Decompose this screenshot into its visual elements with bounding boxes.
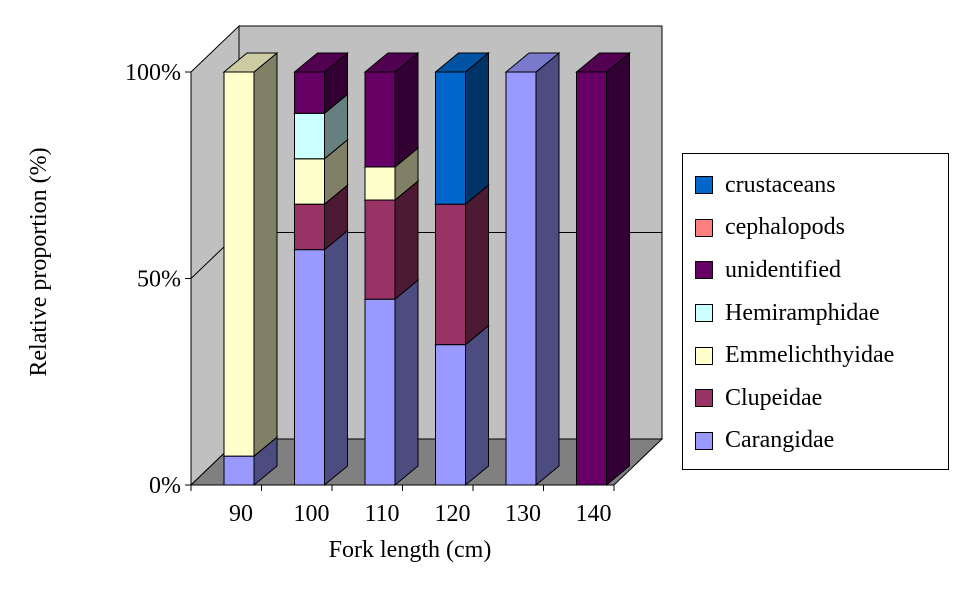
legend-label: unidentified <box>725 256 841 283</box>
bar-unidentified-140-side <box>606 51 630 487</box>
legend-item-unidentified: unidentified <box>695 249 948 292</box>
bar-carangidae-130 <box>505 71 537 486</box>
bar-clupeidae-110 <box>364 199 396 300</box>
bar-carangidae-130-top <box>504 52 561 73</box>
bar-unidentified-140-top <box>575 52 631 73</box>
bar-carangidae-120 <box>435 344 466 486</box>
bar-stack-100 <box>293 51 349 487</box>
bar-unidentified-100 <box>294 71 325 114</box>
bar-unidentified-100-top <box>293 52 349 73</box>
bar-unidentified-140 <box>576 71 607 486</box>
x-tick-label: 120 <box>435 501 471 527</box>
bar-stack-90 <box>222 51 279 487</box>
bar-hemiramphidae-100 <box>294 112 325 160</box>
legend-item-hemiramphidae: Hemiramphidae <box>695 292 948 335</box>
legend-swatch <box>695 389 713 408</box>
legend-swatch <box>695 218 713 237</box>
bar-clupeidae-110-side <box>394 179 419 301</box>
bar-stack-120 <box>434 51 490 487</box>
bar-carangidae-100 <box>294 249 325 486</box>
legend-label: Hemiramphidae <box>725 299 880 326</box>
bar-emmelichthyidae-90-top <box>222 52 279 73</box>
bar-emmelichthyidae-110 <box>364 166 396 201</box>
bar-emmelichthyidae-100 <box>294 158 325 205</box>
bar-emmelichthyidae-90-side <box>253 51 278 458</box>
x-tick-label: 130 <box>505 501 541 527</box>
legend-label: cephalopods <box>725 214 845 241</box>
bar-carangidae-110 <box>364 298 396 486</box>
legend-item-clupeidae: Clupeidae <box>695 377 948 420</box>
bar-clupeidae-120-side <box>465 184 489 346</box>
bar-stack-130 <box>504 51 561 487</box>
x-axis-title: Fork length (cm) <box>329 537 492 563</box>
legend-swatch <box>695 346 713 365</box>
y-tick-label: 0% <box>149 473 181 499</box>
bar-stack-140 <box>575 51 631 487</box>
bar-clupeidae-120 <box>435 203 466 346</box>
legend-swatch <box>695 261 713 280</box>
chart-axes: 0% 50% 100% 90 100 110 120 130 140 <box>125 60 615 527</box>
legend-label: crustaceans <box>725 171 836 198</box>
bar-unidentified-110-side <box>394 51 419 169</box>
bar-unidentified-110 <box>364 71 396 168</box>
y-tick-label: 50% <box>137 267 181 293</box>
legend-item-crustaceans: crustaceans <box>695 164 948 207</box>
bar-carangidae-110-side <box>394 279 419 487</box>
bar-carangidae-100-side <box>324 229 348 487</box>
legend-item-carangidae: Carangidae <box>695 420 948 463</box>
bar-carangidae-90 <box>223 455 255 486</box>
legend: crustaceans cephalopods unidentified Hemira… <box>682 153 949 470</box>
bar-unidentified-110-top <box>363 52 420 73</box>
bar-carangidae-120-side <box>465 324 489 487</box>
x-tick-label: 100 <box>294 501 330 527</box>
bar-stack-110 <box>363 51 420 487</box>
x-tick-label: 90 <box>229 501 253 527</box>
bar-crustaceans-120 <box>435 71 466 205</box>
x-tick-label: 140 <box>576 501 612 527</box>
legend-swatch <box>695 431 713 450</box>
legend-swatch <box>695 304 713 323</box>
legend-swatch <box>695 176 713 195</box>
y-axis-title: Relative proportion (%) <box>26 147 52 376</box>
bar-emmelichthyidae-90 <box>223 71 255 457</box>
legend-item-emmelichthyidae: Emmelichthyidae <box>695 334 948 377</box>
bar-crustaceans-120-top <box>434 52 490 73</box>
bar-carangidae-130-side <box>535 51 560 487</box>
legend-label: Emmelichthyidae <box>725 342 895 369</box>
bar-clupeidae-100 <box>294 203 325 251</box>
bar-crustaceans-120-side <box>465 51 489 206</box>
legend-item-cephalopods: cephalopods <box>695 207 948 250</box>
legend-label: Carangidae <box>725 427 835 454</box>
y-tick-label: 100% <box>125 60 181 86</box>
x-tick-label: 110 <box>364 501 399 527</box>
legend-label: Clupeidae <box>725 384 823 411</box>
